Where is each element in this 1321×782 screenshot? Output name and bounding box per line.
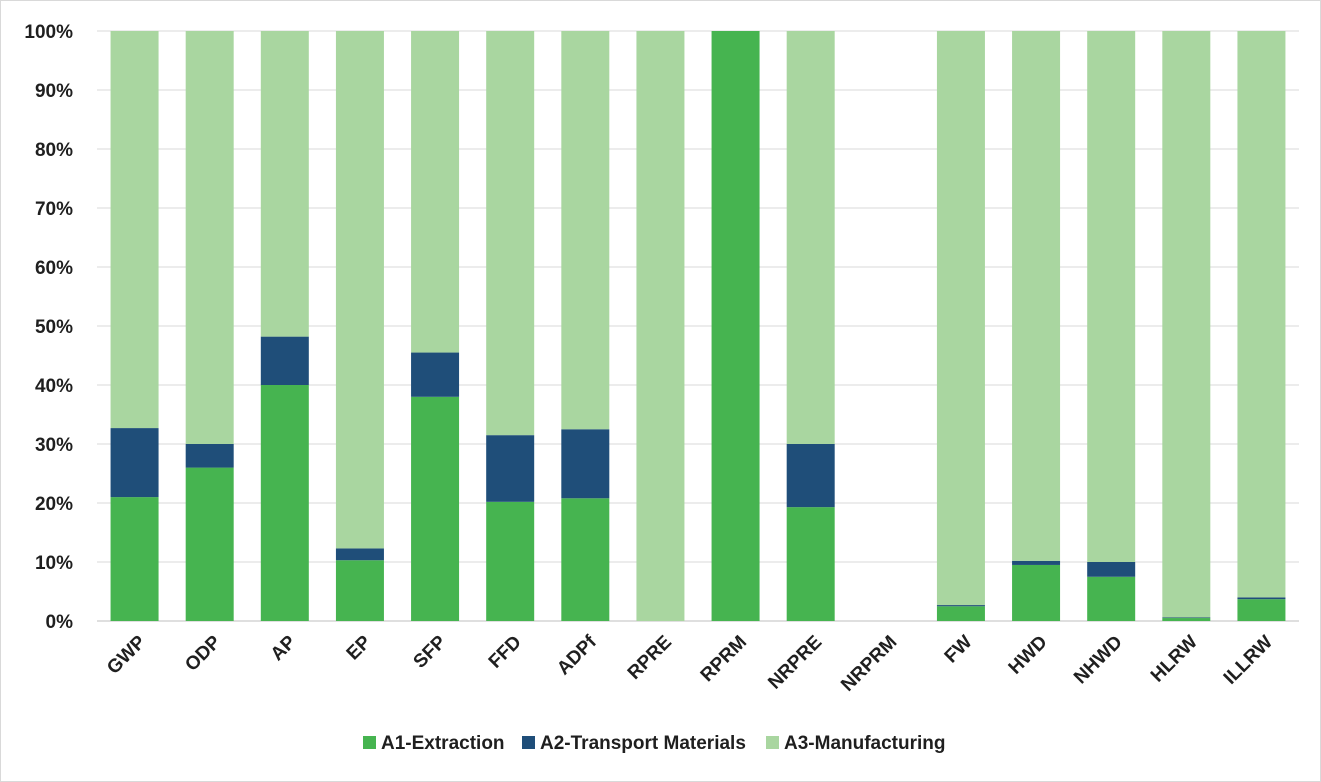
y-tick-label: 60% xyxy=(35,258,73,279)
legend: A1-Extraction A2-Transport Materials A3-Ma… xyxy=(363,733,946,754)
bar-segment-rprm-series-1 xyxy=(711,31,760,621)
bar-segment-gwp-series-1 xyxy=(110,497,159,621)
bar-segment-nhwd-series-2 xyxy=(1087,562,1136,577)
y-tick-label: 70% xyxy=(35,199,73,220)
bar-segment-hwd-series-3 xyxy=(1012,31,1061,561)
bar-segment-hwd-series-2 xyxy=(1012,560,1061,565)
x-tick-label: NRPRE xyxy=(764,632,826,694)
bar-segment-nhwd-series-3 xyxy=(1087,31,1136,562)
legend-label: A2-Transport Materials xyxy=(540,733,746,754)
bar-segment-adpf-series-2 xyxy=(561,429,610,499)
bar-segment-sfp-series-1 xyxy=(411,396,460,621)
y-tick-label: 50% xyxy=(35,317,73,338)
x-tick-label: FW xyxy=(941,632,977,668)
bar-segment-odp-series-1 xyxy=(185,467,234,621)
bar-segment-adpf-series-3 xyxy=(561,31,610,430)
x-tick-label: SFP xyxy=(410,631,451,672)
x-tick-label: NRPRM xyxy=(837,632,901,696)
y-axis-tick-labels: 0% 10% 20% 30% 40% 50% 60% 70% 80% 90% 100% xyxy=(24,22,73,633)
bar-segment-odp-series-3 xyxy=(185,31,234,444)
bar-segment-rpre-series-3 xyxy=(636,31,685,621)
bar-segment-ffd-series-3 xyxy=(486,31,535,436)
legend-label: A1-Extraction xyxy=(381,733,505,754)
bar-segment-hwd-series-1 xyxy=(1012,564,1061,621)
x-tick-label: HWD xyxy=(1005,632,1052,679)
bar-segment-nrpre-series-1 xyxy=(786,507,835,621)
bar-segment-illrw-series-3 xyxy=(1237,31,1286,598)
bar-segment-adpf-series-1 xyxy=(561,498,610,621)
x-tick-label: AP xyxy=(267,631,301,665)
x-tick-label: FFD xyxy=(485,632,526,673)
x-tick-label: NHWD xyxy=(1070,632,1127,689)
bar-segment-ep-series-3 xyxy=(335,31,384,549)
y-tick-label: 80% xyxy=(35,140,73,161)
bar-segment-illrw-series-1 xyxy=(1237,599,1286,621)
y-tick-label: 90% xyxy=(35,81,73,102)
legend-swatch xyxy=(522,736,535,749)
bar-segment-hlrw-series-1 xyxy=(1162,618,1211,621)
x-tick-label: HLRW xyxy=(1147,632,1202,687)
y-tick-label: 30% xyxy=(35,435,73,456)
legend-swatch xyxy=(766,736,779,749)
y-tick-label: 20% xyxy=(35,494,73,515)
bar-segment-sfp-series-3 xyxy=(411,31,460,353)
x-tick-label: ODP xyxy=(181,631,225,675)
x-tick-label: ILLRW xyxy=(1220,632,1277,689)
bar-segment-nhwd-series-1 xyxy=(1087,576,1136,621)
bar-segment-ap-series-3 xyxy=(260,31,309,337)
bar-segment-ep-series-2 xyxy=(335,548,384,561)
bar-segment-gwp-series-3 xyxy=(110,31,159,429)
bar-segment-fw-series-2 xyxy=(936,605,985,607)
bar-segment-fw-series-3 xyxy=(936,31,985,606)
bar-segment-fw-series-1 xyxy=(936,606,985,621)
bar-segment-gwp-series-2 xyxy=(110,428,159,498)
x-tick-label: EP xyxy=(343,631,376,664)
bar-segment-ap-series-1 xyxy=(260,385,309,621)
legend-swatch xyxy=(363,736,376,749)
bar-segment-hlrw-series-2 xyxy=(1162,617,1211,619)
y-tick-label: 100% xyxy=(24,22,73,43)
x-tick-label: RPRM xyxy=(697,632,751,686)
x-tick-label: RPRE xyxy=(624,632,676,684)
bar-segment-nrpre-series-2 xyxy=(786,444,835,508)
bar-segment-ep-series-1 xyxy=(335,560,384,621)
bar-segment-ap-series-2 xyxy=(260,336,309,385)
x-tick-label: GWP xyxy=(103,631,150,678)
bar-segment-ffd-series-2 xyxy=(486,435,535,502)
bars xyxy=(110,31,1286,621)
y-tick-label: 0% xyxy=(46,612,74,633)
bar-segment-nrpre-series-3 xyxy=(786,31,835,444)
x-axis-tick-labels: GWP ODP AP EP SFP FFD ADPf RPRE RPRM NRPRE NRPRM FW… xyxy=(103,631,1277,696)
y-tick-label: 10% xyxy=(35,553,73,574)
y-tick-label: 40% xyxy=(35,376,73,397)
bar-segment-sfp-series-2 xyxy=(411,352,460,397)
legend-label: A3-Manufacturing xyxy=(784,733,946,754)
bar-segment-odp-series-2 xyxy=(185,444,234,468)
bar-segment-hlrw-series-3 xyxy=(1162,31,1211,618)
x-tick-label: ADPf xyxy=(553,631,601,679)
bar-segment-ffd-series-1 xyxy=(486,501,535,621)
bar-segment-illrw-series-2 xyxy=(1237,597,1286,600)
